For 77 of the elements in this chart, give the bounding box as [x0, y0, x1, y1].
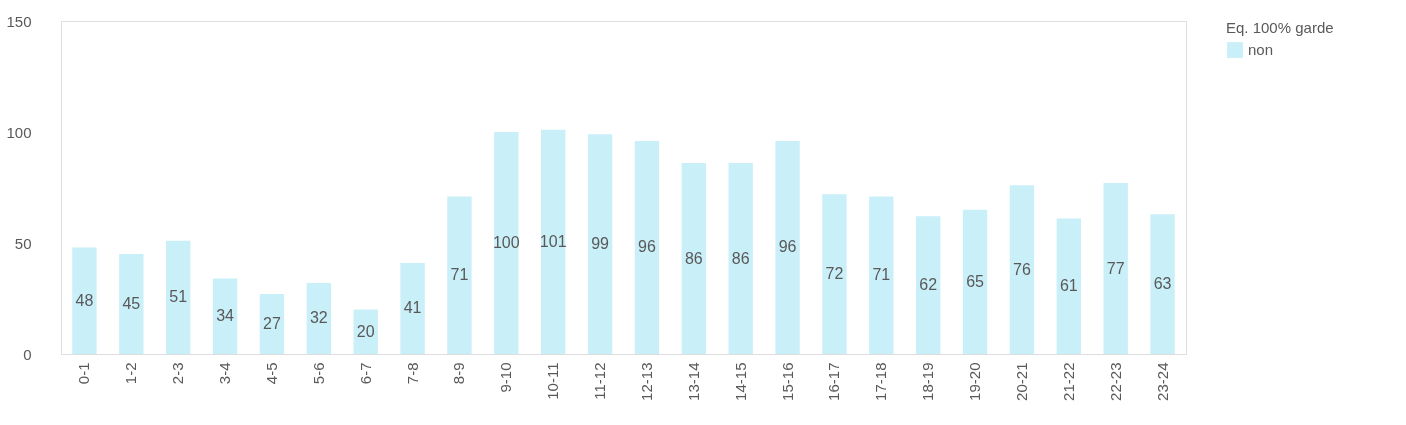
data-label: 62 — [919, 276, 938, 294]
x-tick-label: 19-20 — [966, 362, 984, 401]
x-tick-label: 4-5 — [262, 362, 280, 385]
y-tick-label: 50 — [14, 234, 32, 252]
data-label: 20 — [356, 322, 375, 340]
data-label: 77 — [1106, 259, 1125, 277]
x-tick-label: 11-12 — [591, 362, 609, 400]
bar — [775, 140, 800, 354]
x-tick-label: 5-6 — [309, 362, 327, 385]
bar — [400, 262, 425, 354]
data-label: 72 — [825, 265, 844, 283]
bar — [259, 294, 285, 354]
y-tick-label: 100 — [6, 123, 32, 141]
bar — [634, 140, 660, 354]
data-label: 27 — [263, 315, 281, 333]
data-label: 34 — [216, 307, 235, 325]
data-label: 65 — [966, 272, 985, 290]
bar — [916, 216, 941, 354]
data-label: 96 — [638, 238, 656, 256]
x-tick-label: 20-21 — [1012, 362, 1030, 401]
x-tick-label: 15-16 — [778, 362, 796, 401]
data-label: 99 — [591, 235, 610, 253]
x-tick-label: 16-17 — [825, 362, 843, 401]
x-tick-label: 7-8 — [403, 362, 421, 385]
bar — [447, 196, 472, 354]
y-tick-label: 150 — [6, 12, 32, 30]
data-label: 63 — [1153, 275, 1172, 293]
bar — [212, 278, 238, 354]
bar — [1103, 183, 1128, 354]
data-label: 48 — [75, 291, 94, 309]
data-label: 101 — [539, 232, 567, 250]
y-tick-label: 0 — [23, 345, 32, 363]
bar — [1056, 218, 1081, 354]
x-tick-label: 9-10 — [497, 362, 515, 393]
bar — [166, 240, 191, 354]
bar — [681, 163, 706, 354]
data-label: 51 — [169, 288, 188, 306]
data-label: 71 — [450, 266, 469, 284]
data-label: 41 — [403, 299, 422, 317]
legend-title: Eq. 100% garde — [1226, 19, 1334, 36]
x-tick-label: 10-11 — [544, 362, 562, 400]
legend-label: non — [1248, 41, 1274, 58]
data-label: 86 — [731, 249, 750, 267]
data-label: 76 — [1013, 260, 1031, 278]
x-tick-label: 1-2 — [122, 362, 140, 385]
x-tick-label: 2-3 — [169, 362, 187, 385]
x-tick-label: 8-9 — [450, 362, 468, 385]
bar — [541, 129, 566, 354]
bar — [494, 132, 519, 354]
bar — [1009, 185, 1035, 354]
bar — [72, 247, 97, 354]
x-tick-label: 12-13 — [637, 362, 655, 401]
data-label: 100 — [492, 234, 520, 251]
x-tick-label: 13-14 — [684, 362, 702, 401]
bar — [822, 194, 847, 354]
x-tick-label: 22-23 — [1106, 362, 1124, 401]
x-tick-label: 6-7 — [356, 362, 374, 385]
x-tick-label: 18-19 — [919, 362, 937, 401]
x-tick-label: 17-18 — [872, 362, 890, 401]
bar — [587, 134, 613, 354]
bar — [962, 209, 988, 354]
x-tick-label: 3-4 — [216, 362, 234, 385]
data-label: 61 — [1059, 277, 1078, 295]
data-label: 71 — [872, 266, 891, 284]
x-tick-label: 23-24 — [1153, 362, 1171, 401]
bar — [1150, 214, 1175, 354]
bar — [869, 196, 894, 354]
data-label: 96 — [778, 238, 797, 256]
data-label: 45 — [122, 295, 141, 313]
data-label: 86 — [684, 249, 703, 267]
x-tick-label: 14-15 — [731, 362, 749, 401]
bar — [119, 254, 144, 354]
bar — [728, 163, 753, 354]
bar — [306, 282, 331, 354]
x-tick-label: 21-22 — [1059, 362, 1077, 401]
x-tick-label: 0-1 — [75, 362, 93, 385]
data-label: 32 — [309, 309, 328, 327]
